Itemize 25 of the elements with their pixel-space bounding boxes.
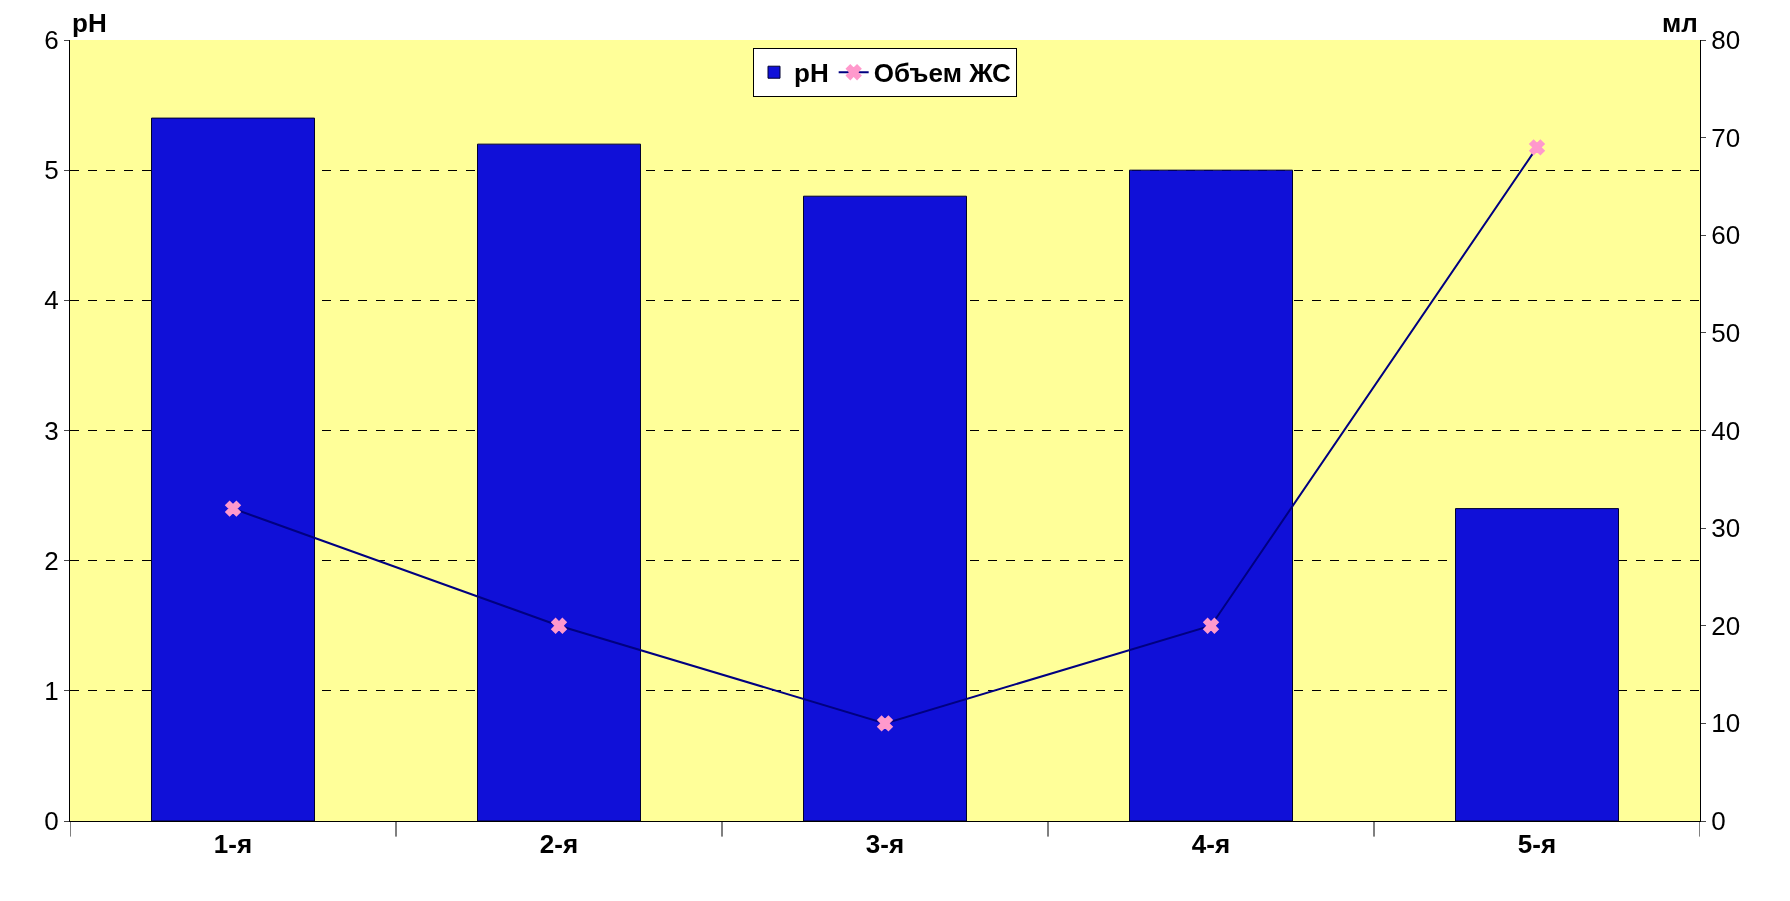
y-tick-label: 6 [44, 25, 59, 56]
y2-tick-label: 50 [1711, 317, 1741, 348]
y2-tick-label: 10 [1711, 708, 1741, 739]
y2-tick-label: 30 [1711, 513, 1741, 544]
x-tick-label: 5-я [1517, 829, 1557, 860]
y-tick-label: 1 [44, 675, 59, 706]
y-tick-label: 5 [44, 155, 59, 186]
y2-tick-label: 40 [1711, 415, 1741, 446]
x-tick-label: 3-я [865, 829, 905, 860]
x-tick-label: 2-я [539, 829, 579, 860]
y2-tick-label: 80 [1711, 25, 1741, 56]
x-tick-label: 1-я [213, 829, 253, 860]
x-tick-label: 4-я [1191, 829, 1231, 860]
y-tick-label: 2 [44, 545, 59, 576]
y2-axis-title: мл [1662, 8, 1698, 38]
y-tick-label: 0 [44, 806, 59, 837]
y2-tick-label: 70 [1711, 122, 1741, 153]
y-tick-label: 3 [44, 415, 59, 446]
y2-tick-label: 60 [1711, 220, 1741, 251]
legend-label: Объем ЖС [873, 58, 1011, 89]
y-tick-label: 4 [44, 285, 59, 316]
y-axis-title: pH [72, 8, 107, 38]
y2-tick-label: 0 [1711, 806, 1726, 837]
legend-label: pH [794, 58, 829, 89]
y2-tick-label: 20 [1711, 610, 1741, 641]
